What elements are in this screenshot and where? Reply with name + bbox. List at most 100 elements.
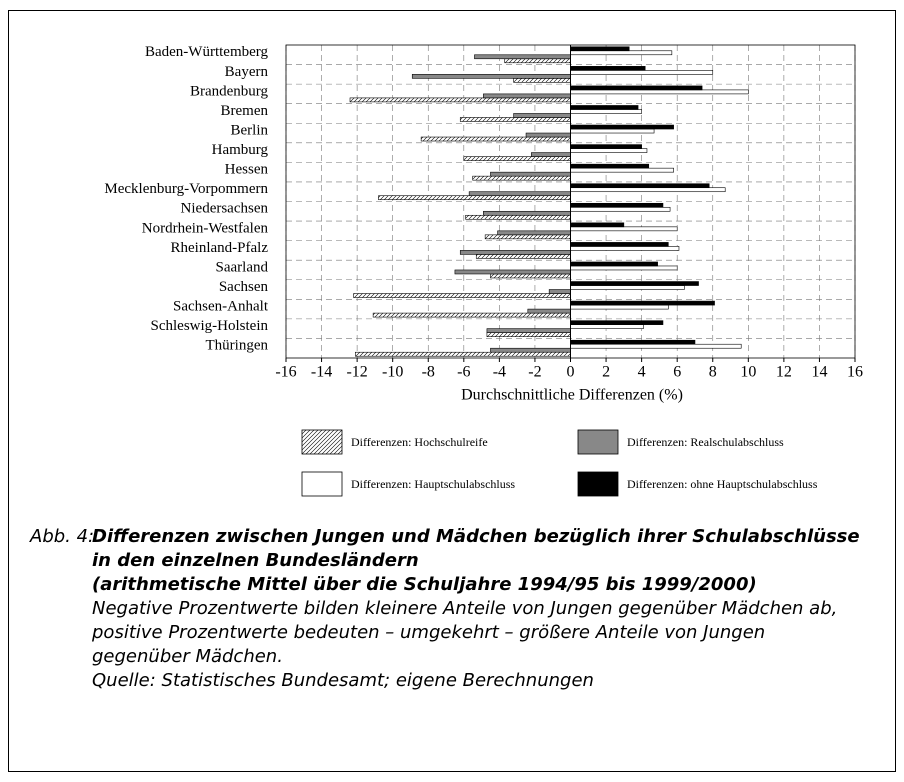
bar bbox=[570, 89, 749, 95]
bar bbox=[483, 210, 571, 216]
x-tick-label: 10 bbox=[740, 364, 756, 381]
caption: Differenzen zwischen Jungen und Mädchen … bbox=[91, 526, 860, 691]
bar bbox=[490, 273, 571, 279]
y-tick-label: Hessen bbox=[225, 162, 269, 178]
frame bbox=[8, 10, 896, 772]
bar bbox=[570, 70, 714, 75]
y-tick-label: Sachsen bbox=[219, 279, 269, 295]
bar bbox=[570, 222, 625, 228]
y-tick-label: Saarland bbox=[216, 259, 269, 275]
bar bbox=[525, 132, 571, 138]
bar bbox=[353, 293, 571, 298]
bar bbox=[527, 308, 571, 314]
caption-label: Abb. 4: bbox=[29, 526, 94, 547]
bar bbox=[570, 183, 710, 189]
bar bbox=[570, 50, 673, 56]
bar bbox=[570, 124, 674, 130]
x-tick-label: -14 bbox=[311, 364, 332, 381]
bar bbox=[468, 191, 571, 197]
bar bbox=[570, 46, 630, 52]
bar bbox=[411, 74, 571, 79]
y-tick-label: Mecklenburg-Vorpommern bbox=[104, 181, 268, 197]
x-tick-label: 0 bbox=[567, 364, 575, 381]
bar bbox=[472, 175, 571, 181]
bar bbox=[420, 136, 571, 142]
bar bbox=[459, 250, 571, 255]
chart: -16 -14 -12 -10 -8 -6 -4 -2 0 2 4 6 8 10 12 14 16 Baden-W… bbox=[104, 44, 863, 497]
caption-source: Quelle: Statistisches Bundesamt; eigene … bbox=[92, 670, 594, 691]
bar bbox=[570, 324, 644, 329]
y-tick-label: Rheinland-Pfalz bbox=[171, 240, 269, 256]
bar bbox=[570, 109, 642, 114]
bar bbox=[372, 312, 571, 318]
bar bbox=[513, 78, 571, 83]
x-tick-label: -12 bbox=[346, 364, 367, 381]
bar bbox=[570, 261, 658, 267]
bar bbox=[570, 187, 726, 193]
bar bbox=[483, 93, 571, 99]
bar bbox=[474, 54, 571, 60]
bar bbox=[570, 281, 699, 286]
caption-note: positive Prozentwerte bedeuten – umgekeh… bbox=[91, 622, 765, 643]
legend-label: Differenzen: Hochschulreife bbox=[351, 435, 488, 449]
bar bbox=[459, 117, 571, 122]
bar bbox=[570, 226, 678, 232]
y-tick-label: Hamburg bbox=[212, 142, 269, 158]
bar bbox=[486, 332, 571, 337]
x-tick-label: 2 bbox=[602, 364, 610, 381]
bar bbox=[570, 343, 742, 349]
y-tick-label: Schleswig-Holstein bbox=[151, 318, 269, 334]
bar bbox=[490, 347, 571, 353]
legend-label: Differenzen: ohne Hauptschulabschluss bbox=[627, 477, 818, 491]
legend-swatch bbox=[301, 429, 343, 455]
y-tick-label: Bayern bbox=[225, 64, 269, 80]
bar bbox=[570, 320, 664, 325]
bar bbox=[570, 144, 642, 149]
x-tick-label: 16 bbox=[847, 364, 863, 381]
bar bbox=[378, 195, 571, 201]
bar bbox=[570, 265, 678, 271]
legend-swatch bbox=[301, 471, 343, 497]
legend-label: Differenzen: Hauptschulabschluss bbox=[351, 477, 515, 491]
bar bbox=[513, 113, 571, 118]
caption-note: gegenüber Mädchen. bbox=[92, 646, 283, 667]
y-tick-label: Berlin bbox=[231, 122, 269, 138]
bar bbox=[463, 156, 571, 161]
bar bbox=[484, 234, 571, 240]
y-tick-label: Baden-Württemberg bbox=[145, 44, 269, 60]
x-tick-label: -6 bbox=[457, 364, 470, 381]
bar bbox=[504, 58, 571, 64]
legend-label: Differenzen: Realschulabschluss bbox=[627, 435, 784, 449]
bar bbox=[490, 171, 571, 177]
bar bbox=[570, 66, 646, 71]
x-tick-label: -16 bbox=[275, 364, 296, 381]
x-tick-label: 6 bbox=[673, 364, 681, 381]
y-tick-label: Thüringen bbox=[206, 338, 269, 354]
legend-swatch bbox=[577, 429, 619, 455]
bar bbox=[475, 254, 571, 259]
bar bbox=[497, 230, 571, 236]
y-tick-label: Niedersachsen bbox=[181, 201, 269, 217]
bar bbox=[570, 300, 715, 306]
caption-title: (arithmetische Mittel über die Schuljahr… bbox=[92, 574, 757, 595]
x-tick-label: 4 bbox=[638, 364, 646, 381]
bar bbox=[465, 214, 571, 220]
bar bbox=[570, 167, 674, 173]
x-tick-label: -10 bbox=[382, 364, 403, 381]
x-tick-label: 8 bbox=[709, 364, 717, 381]
x-tick-label: -2 bbox=[528, 364, 541, 381]
legend-swatch bbox=[577, 471, 619, 497]
x-tick-label: -8 bbox=[422, 364, 435, 381]
y-tick-label: Nordrhein-Westfalen bbox=[142, 220, 269, 236]
bar bbox=[570, 85, 703, 91]
bar bbox=[570, 304, 669, 310]
bar bbox=[570, 246, 680, 251]
bar bbox=[548, 289, 571, 294]
bar bbox=[570, 202, 664, 208]
y-tick-label: Brandenburg bbox=[190, 83, 269, 99]
y-tick-label: Bremen bbox=[221, 103, 269, 119]
bar bbox=[570, 339, 696, 345]
x-tick-label: 12 bbox=[776, 364, 792, 381]
bar bbox=[349, 97, 571, 103]
